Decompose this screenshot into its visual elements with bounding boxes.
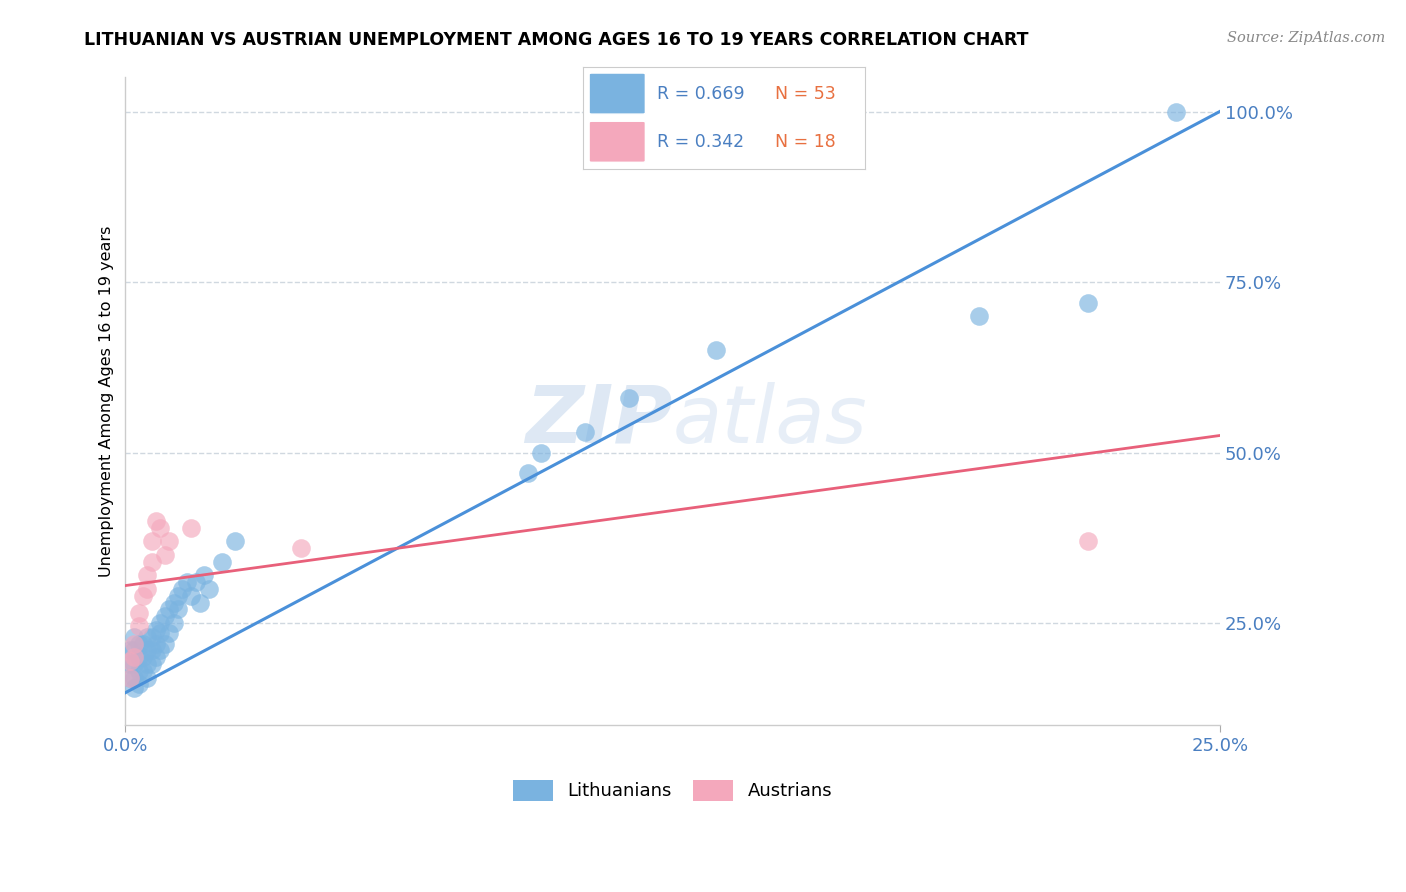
- Point: [136, 671, 159, 685]
- Point: [157, 626, 180, 640]
- Point: [128, 619, 150, 633]
- Point: [1077, 295, 1099, 310]
- Point: [167, 589, 190, 603]
- Point: [118, 671, 141, 685]
- Point: [136, 643, 159, 657]
- Point: [132, 664, 155, 678]
- Point: [162, 616, 184, 631]
- Point: [118, 654, 141, 668]
- Point: [128, 606, 150, 620]
- Point: [118, 657, 141, 671]
- Point: [184, 575, 207, 590]
- Text: R = 0.342: R = 0.342: [657, 133, 744, 151]
- Point: [145, 514, 167, 528]
- Point: [149, 520, 172, 534]
- Text: R = 0.669: R = 0.669: [657, 85, 744, 103]
- Point: [157, 602, 180, 616]
- Point: [136, 568, 159, 582]
- Point: [149, 643, 172, 657]
- Point: [128, 677, 150, 691]
- Point: [122, 657, 145, 671]
- Point: [136, 657, 159, 671]
- Text: N = 53: N = 53: [775, 85, 835, 103]
- Point: [141, 630, 163, 644]
- Point: [153, 548, 176, 562]
- Point: [128, 664, 150, 678]
- Y-axis label: Unemployment Among Ages 16 to 19 years: Unemployment Among Ages 16 to 19 years: [100, 226, 114, 577]
- Point: [149, 616, 172, 631]
- Text: LITHUANIAN VS AUSTRIAN UNEMPLOYMENT AMONG AGES 16 TO 19 YEARS CORRELATION CHART: LITHUANIAN VS AUSTRIAN UNEMPLOYMENT AMON…: [84, 31, 1029, 49]
- Text: N = 18: N = 18: [775, 133, 835, 151]
- Point: [145, 636, 167, 650]
- Point: [136, 582, 159, 596]
- Point: [141, 555, 163, 569]
- Legend: Lithuanians, Austrians: Lithuanians, Austrians: [513, 780, 832, 801]
- Point: [224, 534, 246, 549]
- Point: [141, 657, 163, 671]
- Point: [136, 630, 159, 644]
- Point: [132, 650, 155, 665]
- Text: ZIP: ZIP: [526, 382, 672, 460]
- Point: [1077, 534, 1099, 549]
- Point: [574, 425, 596, 439]
- Point: [122, 636, 145, 650]
- Point: [149, 626, 172, 640]
- Point: [118, 671, 141, 685]
- Point: [530, 445, 553, 459]
- Point: [122, 630, 145, 644]
- Point: [193, 568, 215, 582]
- FancyBboxPatch shape: [589, 73, 645, 114]
- Point: [211, 555, 233, 569]
- Point: [180, 589, 202, 603]
- Point: [967, 309, 990, 323]
- Point: [617, 391, 640, 405]
- Point: [172, 582, 194, 596]
- FancyBboxPatch shape: [589, 121, 645, 162]
- Point: [128, 636, 150, 650]
- Point: [122, 681, 145, 695]
- Point: [153, 636, 176, 650]
- Point: [188, 596, 211, 610]
- Point: [122, 643, 145, 657]
- Point: [1164, 104, 1187, 119]
- Point: [517, 466, 540, 480]
- Point: [197, 582, 219, 596]
- Point: [176, 575, 198, 590]
- Point: [122, 671, 145, 685]
- Point: [180, 520, 202, 534]
- Point: [132, 589, 155, 603]
- Point: [290, 541, 312, 555]
- Point: [153, 609, 176, 624]
- Point: [118, 643, 141, 657]
- Text: Source: ZipAtlas.com: Source: ZipAtlas.com: [1226, 31, 1385, 45]
- Point: [145, 650, 167, 665]
- Point: [167, 602, 190, 616]
- Point: [162, 596, 184, 610]
- Point: [141, 534, 163, 549]
- Point: [145, 623, 167, 637]
- Point: [706, 343, 728, 358]
- Point: [141, 643, 163, 657]
- Text: atlas: atlas: [672, 382, 868, 460]
- Point: [157, 534, 180, 549]
- Point: [128, 650, 150, 665]
- Point: [122, 650, 145, 665]
- Point: [132, 636, 155, 650]
